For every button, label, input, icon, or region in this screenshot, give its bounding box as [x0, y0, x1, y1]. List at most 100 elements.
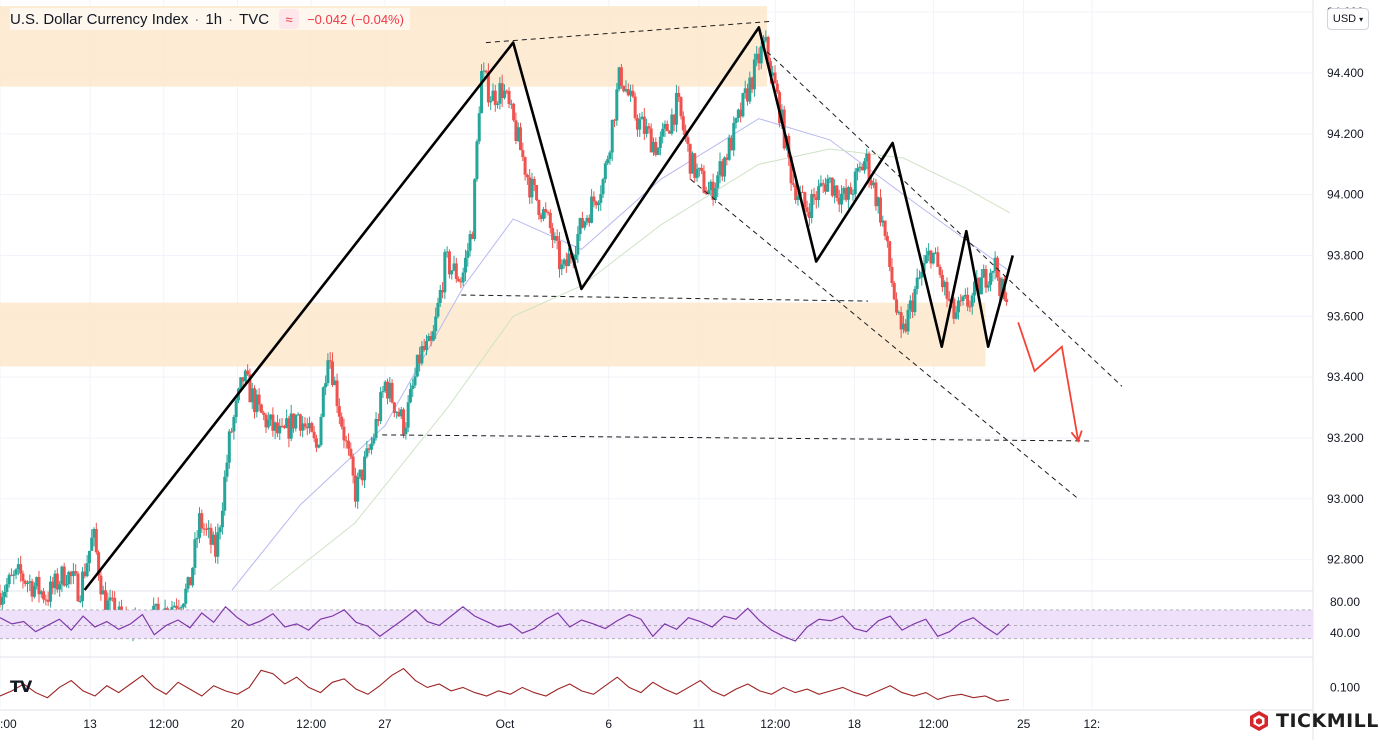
candle-body	[87, 550, 91, 564]
candle-body	[638, 119, 642, 130]
candle-body	[308, 423, 312, 429]
candle-body	[5, 584, 9, 592]
interval-label[interactable]: 1h	[205, 10, 223, 28]
candle-body	[42, 591, 46, 600]
currency-select[interactable]: USD ▾	[1327, 8, 1369, 30]
trendline-dashed	[690, 179, 1079, 500]
candle-body	[395, 411, 399, 413]
candle-body	[512, 103, 516, 121]
candle-body	[617, 67, 621, 90]
candle-body	[750, 77, 754, 90]
candle-body	[211, 534, 215, 545]
candle-body	[342, 426, 346, 441]
candle-body	[434, 316, 438, 332]
candle-body	[672, 114, 676, 125]
candle-body	[867, 153, 871, 181]
time-tick-label: 12:00	[919, 717, 949, 731]
candle-body	[239, 377, 243, 389]
candle-body	[225, 462, 229, 477]
candle-body	[629, 90, 633, 96]
candle-body	[947, 298, 951, 301]
candle-body	[200, 513, 204, 529]
candle-body	[968, 306, 972, 308]
candle-body	[470, 234, 474, 239]
candle-body	[590, 196, 594, 223]
candle-body	[610, 119, 614, 153]
candle-body	[528, 177, 532, 198]
moving-averages	[231, 118, 1011, 591]
candle-body	[718, 161, 722, 176]
tradingview-logo-icon[interactable]: TV	[10, 677, 32, 696]
candle-body	[519, 127, 523, 151]
candle-body	[379, 392, 383, 422]
candle-body	[172, 605, 176, 608]
header-separator: ·	[228, 10, 234, 28]
candle-body	[553, 236, 557, 241]
candle-body	[525, 174, 529, 178]
candle-body	[92, 528, 96, 538]
candle-body	[404, 427, 408, 435]
candle-body	[727, 137, 731, 160]
candle-body	[154, 603, 158, 606]
drawings	[83, 20, 1123, 591]
candle-body	[773, 72, 777, 84]
candle-body	[789, 157, 793, 184]
candle-body	[759, 46, 763, 64]
candle-body	[801, 191, 805, 193]
candle-body	[402, 409, 406, 435]
candle-body	[608, 152, 612, 160]
time-tick-label: 18	[848, 717, 862, 731]
tilde-icon[interactable]: ≈	[279, 9, 300, 29]
candle-body	[340, 416, 344, 427]
candle-body	[496, 103, 500, 105]
candle-body	[865, 153, 869, 162]
candle-body	[475, 141, 479, 180]
candle-body	[333, 380, 337, 386]
candle-body	[606, 159, 610, 164]
candle-body	[301, 423, 305, 431]
price-zone	[0, 302, 986, 367]
candle-body	[477, 113, 481, 142]
candle-body	[383, 381, 387, 392]
candle-body	[908, 300, 912, 310]
candle-body	[62, 566, 66, 586]
candle-body	[502, 90, 506, 99]
candle-body	[739, 109, 743, 117]
candle-body	[876, 197, 880, 207]
candle-body	[271, 414, 275, 431]
candle-body	[269, 414, 273, 420]
candle-body	[913, 288, 917, 312]
trendline-dashed	[766, 51, 1123, 387]
candle-body	[452, 263, 456, 271]
price-tick-label: 94.200	[1327, 127, 1364, 141]
rsi-band	[0, 609, 1313, 639]
candle-body	[234, 400, 238, 418]
candle-body	[840, 193, 844, 205]
candle-body	[537, 200, 541, 216]
candle-body	[406, 402, 410, 428]
symbol-name[interactable]: U.S. Dollar Currency Index	[10, 10, 189, 28]
symbol-header[interactable]: U.S. Dollar Currency Index · 1h · TVC ≈ …	[10, 8, 410, 30]
candle-body	[707, 190, 711, 195]
candle-body	[74, 571, 78, 574]
candle-body	[278, 425, 282, 434]
candle-body	[548, 212, 552, 229]
candle-body	[709, 181, 713, 191]
candle-body	[663, 123, 667, 129]
rsi-line	[0, 605, 1010, 642]
candle-body	[635, 118, 639, 130]
candle-body	[732, 122, 736, 151]
candle-body	[51, 581, 55, 589]
candle-body	[14, 569, 18, 575]
candle-body	[246, 370, 250, 375]
candle-body	[71, 571, 75, 577]
candle-body	[214, 534, 218, 557]
candle-body	[915, 277, 919, 289]
candle-body	[294, 415, 298, 429]
candle-body	[807, 211, 811, 218]
candle-body	[457, 279, 461, 282]
candle-body	[794, 184, 798, 201]
candle-body	[560, 264, 564, 270]
